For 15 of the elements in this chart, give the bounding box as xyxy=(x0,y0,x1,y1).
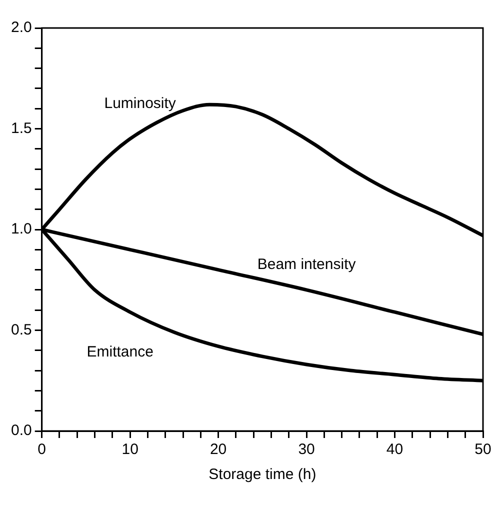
y-tick-label: 0.5 xyxy=(10,321,32,338)
y-tick-label: 2.0 xyxy=(10,19,32,36)
x-tick-label: 30 xyxy=(298,441,315,458)
x-tick-label: 10 xyxy=(122,441,138,458)
series-label: Beam intensity xyxy=(257,256,356,274)
x-tick-label: 0 xyxy=(38,441,46,458)
y-tick-label: 1.5 xyxy=(10,120,32,137)
y-tick-label: 1.0 xyxy=(10,220,32,238)
series-label: Luminosity xyxy=(104,94,176,112)
x-tick-label: 50 xyxy=(474,441,492,458)
x-tick-label: 20 xyxy=(210,441,227,458)
y-tick-label: 0.0 xyxy=(10,422,32,440)
x-axis-title: Storage time (h) xyxy=(208,466,316,484)
series-label: Emittance xyxy=(86,343,154,360)
x-tick-label: 40 xyxy=(386,441,404,458)
